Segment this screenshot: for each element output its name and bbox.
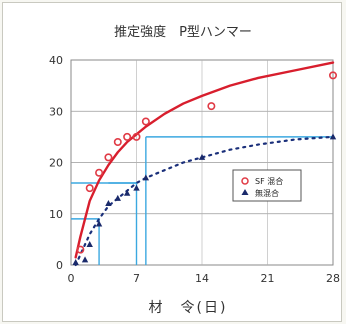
trend-line-1 <box>74 135 335 267</box>
point-sf-8 <box>207 102 216 111</box>
y-tick-label-1: 10 <box>49 208 63 221</box>
x-axis-label: 材 令(日) <box>149 300 228 316</box>
data-points <box>72 71 337 265</box>
point-sf-0 <box>76 245 85 254</box>
legend-label-sf: SF 混合 <box>255 176 283 186</box>
trend-line-0 <box>74 61 335 259</box>
chart-title: 推定強度 P型ハンマー <box>114 24 252 40</box>
y-tick-label-4: 40 <box>49 54 63 67</box>
point-plain-10 <box>329 133 337 140</box>
point-sf-7 <box>141 117 150 126</box>
point-plain-4 <box>105 200 112 206</box>
point-sf-9 <box>328 71 337 80</box>
x-tick-label-2: 14 <box>195 272 209 285</box>
legend-triangle-marker <box>241 189 249 195</box>
legend-box <box>232 169 302 202</box>
y-tick-labels: 0 10 20 30 40 <box>49 54 63 272</box>
chart-svg: 推定強度 P型ハンマー 0 7 14 21 28 0 10 20 30 40 材 令(日) SF… <box>49 24 341 316</box>
x-tick-label-1: 7 <box>133 272 140 285</box>
point-sf-2 <box>95 168 104 177</box>
point-sf-4 <box>113 138 122 147</box>
point-plain-8 <box>142 174 150 181</box>
legend-label-plain: 無混合 <box>255 188 279 198</box>
trend-lines <box>74 61 335 267</box>
x-tick-label-4: 28 <box>326 272 340 285</box>
point-plain-3 <box>95 220 103 227</box>
x-tick-labels: 0 7 14 21 28 <box>68 272 341 285</box>
point-plain-2 <box>86 241 93 247</box>
point-plain-5 <box>114 194 121 201</box>
point-plain-9 <box>198 153 206 160</box>
point-sf-6 <box>132 132 141 141</box>
legend: SF 混合 無混合 <box>232 169 302 202</box>
grid-lines <box>71 60 333 265</box>
chart-frame: 推定強度 P型ハンマー 0 7 14 21 28 0 10 20 30 40 材 令(日) SF… <box>2 2 342 322</box>
point-sf-1 <box>85 184 94 193</box>
y-tick-label-3: 30 <box>49 105 63 118</box>
point-sf-5 <box>123 132 132 141</box>
point-plain-7 <box>133 184 140 191</box>
point-plain-0 <box>72 258 79 265</box>
y-tick-label-2: 20 <box>49 157 63 170</box>
point-plain-6 <box>123 189 131 196</box>
x-tick-label-0: 0 <box>68 272 75 285</box>
x-tick-label-3: 21 <box>261 272 275 285</box>
y-tick-label-0: 0 <box>56 259 63 272</box>
point-plain-1 <box>81 256 89 263</box>
point-sf-3 <box>104 153 113 162</box>
legend-circle-marker <box>241 177 249 185</box>
